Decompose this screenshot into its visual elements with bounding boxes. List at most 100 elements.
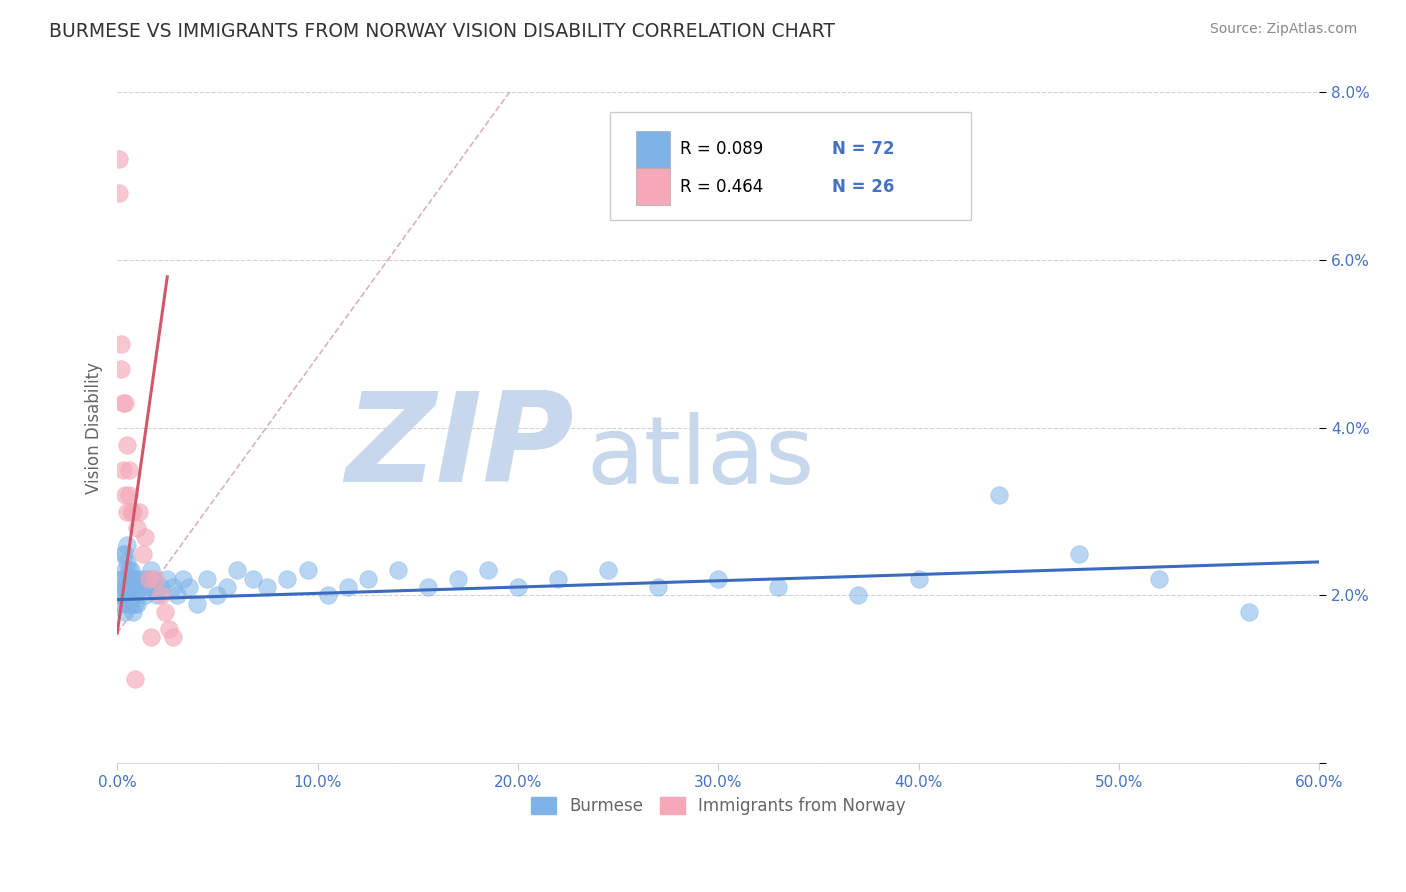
Text: BURMESE VS IMMIGRANTS FROM NORWAY VISION DISABILITY CORRELATION CHART: BURMESE VS IMMIGRANTS FROM NORWAY VISION… — [49, 22, 835, 41]
Point — [120, 563, 142, 577]
Point — [207, 589, 229, 603]
Point — [256, 580, 278, 594]
Point — [120, 597, 142, 611]
Point — [118, 597, 141, 611]
Point — [134, 589, 156, 603]
Point — [143, 580, 166, 594]
Point — [138, 580, 160, 594]
Bar — [637, 131, 671, 168]
Point — [146, 589, 169, 603]
Point — [142, 572, 165, 586]
Point — [156, 572, 179, 586]
Point — [115, 589, 138, 603]
Point — [136, 572, 159, 586]
Point — [112, 572, 135, 586]
Point — [122, 572, 145, 586]
Point — [141, 631, 163, 645]
Point — [172, 572, 194, 586]
Point — [122, 589, 145, 603]
Point — [1147, 572, 1170, 586]
Point — [297, 563, 319, 577]
Point — [122, 605, 145, 619]
Point — [108, 589, 131, 603]
Point — [217, 580, 239, 594]
Point — [108, 186, 131, 200]
Point — [114, 395, 136, 409]
Point — [108, 153, 131, 167]
Point — [129, 572, 152, 586]
Point — [122, 505, 145, 519]
Point — [115, 538, 138, 552]
Point — [120, 580, 142, 594]
Point — [114, 605, 136, 619]
Text: N = 26: N = 26 — [832, 178, 894, 196]
Point — [162, 631, 184, 645]
Point — [141, 563, 163, 577]
Text: N = 72: N = 72 — [832, 140, 894, 158]
Point — [316, 589, 339, 603]
Point — [186, 597, 208, 611]
Point — [387, 563, 409, 577]
Point — [114, 488, 136, 502]
Point — [134, 530, 156, 544]
Text: atlas: atlas — [586, 412, 814, 504]
Point — [114, 563, 136, 577]
Text: ZIP: ZIP — [346, 387, 574, 508]
Point — [477, 563, 499, 577]
Point — [132, 547, 155, 561]
Point — [226, 563, 249, 577]
Point — [115, 437, 138, 451]
Point — [110, 362, 132, 376]
Point — [114, 547, 136, 561]
Point — [356, 572, 378, 586]
Point — [1067, 547, 1090, 561]
Point — [124, 597, 146, 611]
Point — [143, 572, 166, 586]
Point — [112, 463, 135, 477]
Point — [127, 597, 149, 611]
Legend: Burmese, Immigrants from Norway: Burmese, Immigrants from Norway — [524, 790, 912, 822]
Point — [907, 572, 929, 586]
Point — [416, 580, 439, 594]
Point — [166, 589, 188, 603]
Point — [118, 463, 141, 477]
Point — [547, 572, 569, 586]
Point — [127, 521, 149, 535]
Text: Source: ZipAtlas.com: Source: ZipAtlas.com — [1209, 22, 1357, 37]
Point — [1237, 605, 1260, 619]
Point — [138, 572, 160, 586]
Point — [195, 572, 218, 586]
Point — [120, 505, 142, 519]
Point — [115, 572, 138, 586]
Point — [157, 622, 180, 636]
Point — [115, 505, 138, 519]
Text: R = 0.089: R = 0.089 — [679, 140, 763, 158]
Point — [179, 580, 201, 594]
Point — [768, 580, 790, 594]
Point — [112, 589, 135, 603]
Bar — [637, 169, 671, 205]
Point — [707, 572, 730, 586]
Point — [110, 597, 132, 611]
Point — [110, 337, 132, 351]
Point — [150, 589, 173, 603]
Point — [114, 580, 136, 594]
Point — [115, 597, 138, 611]
Point — [276, 572, 298, 586]
Point — [506, 580, 529, 594]
Point — [118, 580, 141, 594]
Point — [848, 589, 870, 603]
Point — [128, 505, 150, 519]
Text: R = 0.464: R = 0.464 — [679, 178, 763, 196]
Point — [110, 572, 132, 586]
Point — [336, 580, 359, 594]
Y-axis label: Vision Disability: Vision Disability — [86, 362, 103, 494]
FancyBboxPatch shape — [610, 112, 970, 219]
Point — [128, 580, 150, 594]
Point — [155, 605, 177, 619]
Point — [115, 555, 138, 569]
Point — [127, 572, 149, 586]
Point — [112, 395, 135, 409]
Point — [447, 572, 470, 586]
Point — [162, 580, 184, 594]
